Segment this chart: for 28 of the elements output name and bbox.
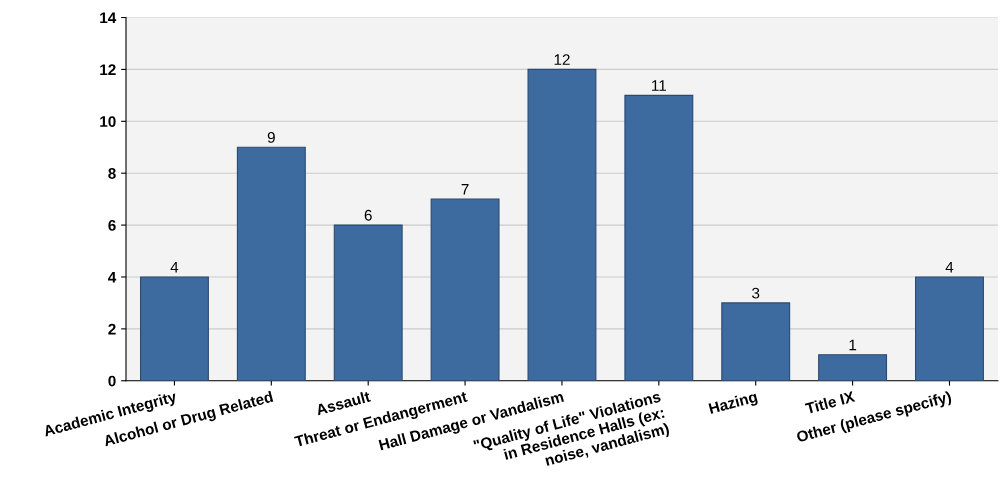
y-tick-label: 14 — [100, 12, 117, 24]
bar — [915, 276, 984, 381]
data-label: 4 — [170, 261, 179, 273]
bar — [818, 354, 888, 381]
data-label: 11 — [652, 80, 667, 91]
data-label: 9 — [267, 132, 275, 143]
bar — [527, 68, 597, 381]
data-label: 4 — [945, 261, 954, 273]
y-tick-label: 6 — [108, 219, 116, 231]
y-tick-label: 8 — [108, 168, 116, 179]
y-tick-label: 12 — [100, 64, 116, 75]
y-tick-label: 10 — [100, 116, 116, 127]
data-label: 12 — [554, 54, 570, 65]
y-tick-label: 0 — [108, 375, 116, 387]
bar — [333, 224, 403, 381]
bar — [721, 302, 791, 381]
x-tick-label: Title IX — [804, 390, 856, 415]
data-label: 1 — [849, 339, 857, 351]
bar — [430, 198, 500, 381]
y-tick-label: 4 — [108, 272, 117, 283]
bar — [139, 276, 209, 381]
bar — [236, 146, 306, 381]
data-label: 7 — [461, 184, 469, 195]
data-label: 3 — [752, 287, 760, 299]
y-tick-label: 2 — [108, 323, 116, 335]
bar — [624, 94, 694, 381]
data-label: 6 — [364, 209, 372, 221]
x-tick-label: Hazing — [708, 390, 759, 417]
